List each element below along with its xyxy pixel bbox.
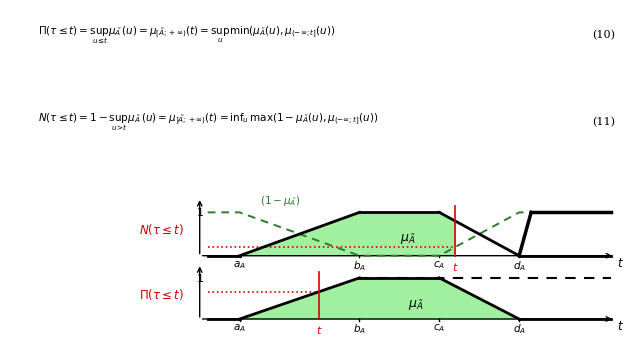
Text: $t$: $t$ <box>316 324 323 336</box>
Text: (10): (10) <box>592 30 615 41</box>
Text: $1$: $1$ <box>196 272 204 284</box>
Text: $b_A$: $b_A$ <box>353 259 366 273</box>
Polygon shape <box>240 278 519 319</box>
Text: $a_A$: $a_A$ <box>233 259 246 271</box>
Polygon shape <box>240 212 455 256</box>
Text: $d_A$: $d_A$ <box>513 259 526 273</box>
Text: $\Pi(\tau \leq t) = \sup_{u \leq t}\mu_{\tilde{A}}(u) = \mu_{[\tilde{A};+\infty): $\Pi(\tau \leq t) = \sup_{u \leq t}\mu_{… <box>38 25 336 46</box>
Text: $\mu_{\tilde{A}}$: $\mu_{\tilde{A}}$ <box>408 298 423 312</box>
Text: $c_A$: $c_A$ <box>433 322 445 334</box>
Text: $N(\tau \leq t)$: $N(\tau \leq t)$ <box>139 222 184 237</box>
Text: $t$: $t$ <box>617 320 624 333</box>
Text: $\Pi(\tau \leq t)$: $\Pi(\tau \leq t)$ <box>139 287 184 302</box>
Text: $\mu_{\tilde{A}}$: $\mu_{\tilde{A}}$ <box>399 232 415 246</box>
Text: $(1 - \mu_{\tilde{A}})$: $(1 - \mu_{\tilde{A}})$ <box>259 194 300 208</box>
Text: (11): (11) <box>592 117 615 128</box>
Text: $b_A$: $b_A$ <box>353 322 366 336</box>
Text: $1$: $1$ <box>196 206 204 218</box>
Text: $N(\tau \leq t) = 1 - \sup_{u > t}\mu_{\tilde{A}}(u) = \mu_{]\tilde{A};+\infty)}: $N(\tau \leq t) = 1 - \sup_{u > t}\mu_{\… <box>38 112 378 133</box>
Text: $t$: $t$ <box>452 261 458 273</box>
Text: $c_A$: $c_A$ <box>433 259 445 271</box>
Text: $t$: $t$ <box>617 257 624 270</box>
Text: $a_A$: $a_A$ <box>233 322 246 334</box>
Text: $d_A$: $d_A$ <box>513 322 526 336</box>
